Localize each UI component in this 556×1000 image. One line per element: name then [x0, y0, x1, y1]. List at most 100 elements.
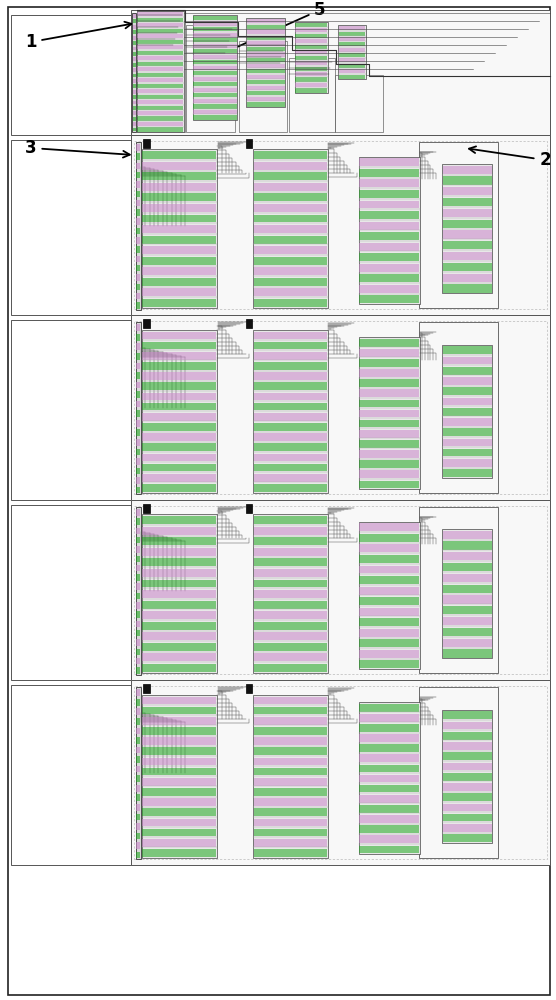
Bar: [142, 299, 216, 307]
Bar: [142, 288, 216, 296]
Bar: [247, 86, 285, 90]
Bar: [254, 382, 327, 390]
Bar: [132, 74, 136, 77]
Bar: [137, 343, 140, 350]
Bar: [254, 653, 327, 661]
Bar: [137, 477, 140, 484]
Bar: [359, 597, 419, 605]
Bar: [359, 410, 419, 417]
Bar: [254, 423, 327, 431]
Bar: [137, 382, 140, 388]
Bar: [142, 758, 216, 765]
Bar: [295, 45, 327, 49]
Bar: [193, 110, 237, 114]
Bar: [142, 215, 216, 222]
Bar: [253, 514, 328, 673]
Bar: [137, 324, 140, 331]
Bar: [359, 785, 419, 792]
Bar: [137, 153, 140, 160]
Bar: [254, 193, 327, 201]
Bar: [443, 595, 492, 604]
Bar: [359, 157, 420, 304]
Bar: [142, 737, 216, 745]
Bar: [254, 162, 327, 170]
Bar: [142, 808, 216, 816]
Bar: [254, 413, 327, 421]
Bar: [193, 88, 237, 92]
Bar: [246, 319, 252, 328]
Bar: [137, 699, 140, 706]
Bar: [443, 639, 492, 647]
Bar: [443, 166, 492, 174]
Bar: [137, 116, 183, 121]
Bar: [359, 724, 419, 732]
Bar: [254, 798, 327, 806]
Bar: [443, 617, 492, 625]
Bar: [254, 183, 327, 191]
Bar: [359, 714, 419, 722]
Bar: [254, 569, 327, 577]
Bar: [254, 172, 327, 180]
Bar: [137, 658, 140, 664]
Bar: [295, 77, 327, 82]
Bar: [137, 372, 140, 379]
Bar: [142, 454, 216, 461]
Bar: [359, 179, 419, 187]
Bar: [254, 527, 327, 535]
Bar: [254, 697, 327, 704]
Bar: [247, 25, 285, 29]
Bar: [142, 423, 216, 431]
Bar: [143, 319, 150, 328]
Bar: [132, 122, 136, 126]
Bar: [142, 330, 217, 493]
Bar: [443, 763, 492, 770]
Bar: [137, 209, 140, 216]
Bar: [132, 19, 136, 23]
Bar: [443, 284, 492, 293]
Bar: [254, 580, 327, 587]
Bar: [137, 574, 140, 581]
Bar: [137, 728, 140, 734]
Bar: [254, 632, 327, 640]
Bar: [137, 34, 183, 38]
Bar: [137, 420, 140, 427]
Bar: [136, 322, 141, 494]
Bar: [132, 57, 136, 61]
Bar: [143, 684, 150, 693]
Bar: [443, 585, 492, 593]
Bar: [254, 737, 327, 745]
Bar: [134, 506, 547, 674]
Bar: [443, 628, 492, 636]
Bar: [132, 14, 136, 18]
Bar: [247, 102, 285, 107]
Bar: [142, 717, 216, 725]
Bar: [443, 263, 492, 271]
Bar: [132, 95, 136, 99]
Bar: [254, 278, 327, 286]
Bar: [359, 566, 419, 573]
Bar: [254, 443, 327, 451]
Bar: [137, 95, 183, 99]
Bar: [11, 15, 131, 135]
Bar: [193, 104, 237, 109]
Bar: [359, 815, 419, 823]
Bar: [132, 84, 136, 88]
Bar: [193, 99, 237, 103]
Bar: [443, 387, 492, 395]
Bar: [359, 190, 419, 198]
Bar: [137, 602, 140, 609]
Bar: [443, 274, 492, 282]
Bar: [137, 487, 140, 493]
Bar: [246, 18, 285, 107]
Bar: [295, 39, 327, 43]
Bar: [137, 111, 183, 115]
Bar: [443, 531, 492, 539]
Bar: [442, 529, 492, 658]
Bar: [443, 711, 492, 719]
Bar: [142, 527, 216, 535]
Bar: [137, 353, 140, 360]
Bar: [142, 342, 216, 349]
Bar: [142, 267, 216, 275]
Bar: [137, 583, 140, 590]
Bar: [193, 15, 237, 120]
